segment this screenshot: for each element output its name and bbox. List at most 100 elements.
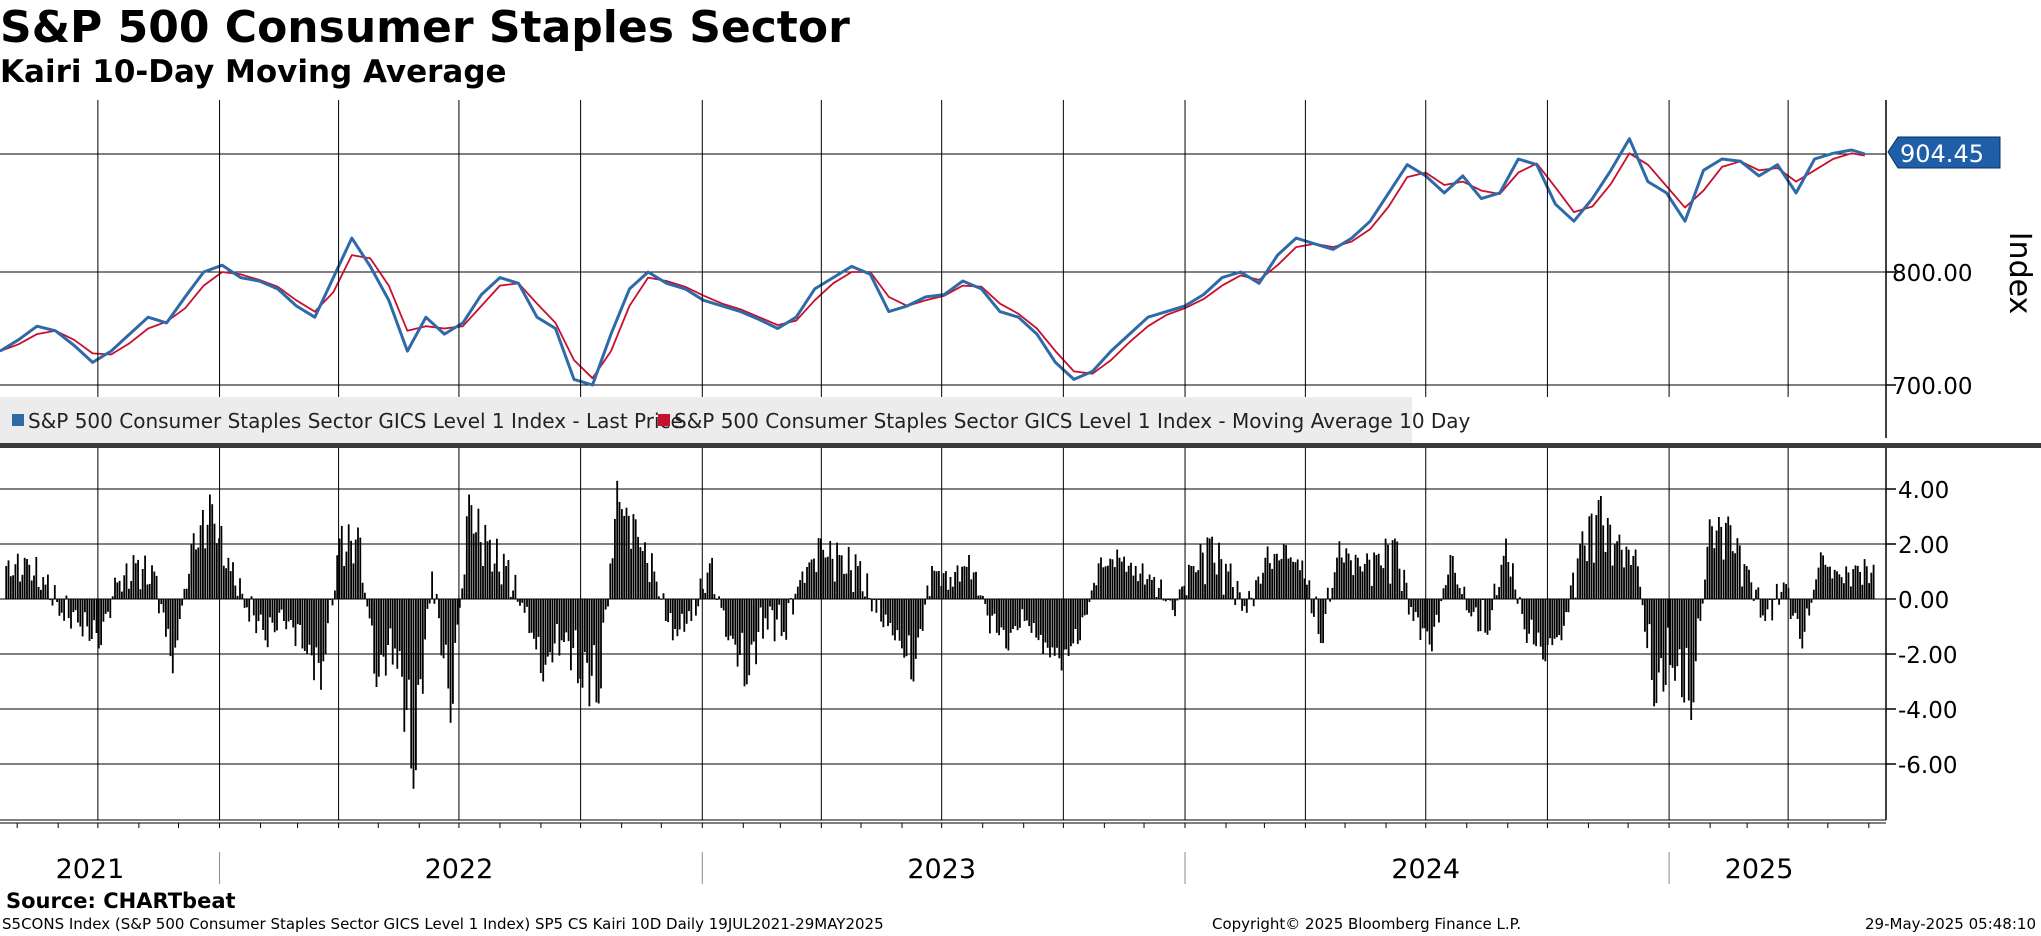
moving-average-line — [0, 152, 1865, 380]
kairi-bar — [1056, 599, 1058, 648]
kairi-bar — [7, 560, 10, 599]
kairi-bar — [287, 599, 290, 622]
kairi-bar — [1132, 575, 1135, 599]
kairi-bar — [111, 596, 114, 599]
kairi-bar — [160, 599, 163, 605]
kairi-bar — [1213, 562, 1216, 599]
kairi-bar — [280, 599, 283, 610]
kairi-bar — [1361, 571, 1364, 599]
kairi-bar — [1153, 577, 1156, 599]
kairi-bar — [975, 571, 977, 599]
kairi-bar — [704, 593, 707, 599]
kairi-bar — [1125, 571, 1128, 599]
year-tick-label: 2022 — [425, 854, 494, 885]
kairi-bar — [123, 575, 126, 599]
kairi-bar — [611, 558, 614, 599]
kairi-bar — [873, 599, 875, 600]
kairi-bar — [1373, 552, 1375, 599]
kairi-bar — [1451, 556, 1454, 599]
kairi-bar — [1296, 559, 1299, 599]
kairi-bar — [901, 599, 903, 649]
price-panel: 700.00 800.00 Index 904.45 — [0, 100, 2037, 438]
kairi-bar — [1865, 566, 1868, 599]
kairi-bar — [1683, 599, 1686, 703]
kairi-bar — [442, 599, 445, 659]
kairi-bar — [190, 544, 193, 599]
kairi-bar — [711, 557, 713, 599]
kairi-bar — [681, 599, 683, 614]
kairi-bar — [1843, 583, 1845, 599]
kairi-bar — [695, 599, 697, 616]
kairi-bar — [1130, 562, 1132, 599]
kairi-bar — [16, 553, 19, 599]
kairi-bar — [741, 599, 744, 633]
legend-label-last-price: S&P 500 Consumer Staples Sector GICS Lev… — [28, 409, 683, 433]
kairi-bar — [19, 581, 21, 599]
kairi-tick-label: 4.00 — [1898, 478, 1949, 504]
kairi-bar — [158, 599, 160, 614]
kairi-bar — [1762, 599, 1764, 616]
kairi-bar — [306, 599, 308, 654]
kairi-bar — [1176, 599, 1179, 601]
kairi-bar — [891, 599, 894, 636]
kairi-bar — [1625, 546, 1628, 599]
kairi-bar — [1803, 599, 1806, 632]
kairi-bar — [1458, 588, 1461, 599]
kairi-bar — [563, 599, 565, 642]
kairi-bar — [1470, 599, 1473, 617]
kairi-bar — [192, 533, 195, 599]
kairi-bar — [993, 599, 996, 614]
kairi-bar — [1671, 599, 1674, 668]
kairi-bar — [77, 599, 79, 623]
kairi-bar — [558, 599, 561, 656]
kairi-bar — [1845, 566, 1848, 599]
kairi-bar — [838, 555, 841, 599]
kairi-bar — [181, 599, 183, 606]
kairi-bar — [292, 599, 295, 628]
kairi-bar — [725, 599, 727, 637]
kairi-bar — [1009, 599, 1012, 633]
kairi-bar — [530, 599, 533, 633]
kairi-bar — [1262, 572, 1264, 599]
kairi-bar — [713, 594, 716, 599]
kairi-bar — [215, 543, 218, 599]
kairi-bar — [1708, 519, 1711, 600]
price-axis: 700.00 800.00 — [1885, 100, 1972, 438]
kairi-bar — [808, 562, 811, 599]
kairi-bar — [1097, 563, 1100, 600]
kairi-bar — [1725, 522, 1727, 599]
kairi-bar — [1164, 599, 1167, 602]
kairi-bar — [773, 599, 776, 642]
kairi-bar — [1539, 599, 1542, 647]
kairi-tick-label: -2.00 — [1898, 643, 1958, 669]
kairi-bar — [454, 599, 457, 643]
kairi-bar — [671, 599, 674, 641]
kairi-bar — [1757, 587, 1760, 599]
kairi-bar — [1863, 559, 1866, 599]
kairi-bar — [132, 555, 135, 599]
kairi-bar — [405, 599, 408, 710]
kairi-bar — [1563, 599, 1565, 626]
kairi-bar — [1595, 515, 1598, 599]
kairi-bar — [1644, 599, 1646, 632]
kairi-bar — [1440, 599, 1443, 602]
kairi-bar — [1741, 586, 1743, 599]
kairi-bar — [1329, 599, 1331, 602]
kairi-bar — [1127, 565, 1130, 599]
kairi-bar — [315, 599, 318, 648]
kairi-bar — [1694, 599, 1697, 662]
kairi-bar — [602, 599, 605, 623]
kairi-bar — [1611, 565, 1614, 599]
kairi-bar — [1600, 496, 1602, 599]
kairi-bar — [1435, 599, 1438, 615]
kairi-bar — [762, 599, 764, 639]
kairi-bar — [1475, 599, 1477, 608]
kairi-bar — [521, 599, 524, 603]
kairi-bar — [1072, 599, 1075, 644]
kairi-bar — [595, 599, 598, 703]
kairi-bar — [1428, 599, 1431, 645]
kairi-bar — [1269, 563, 1271, 599]
kairi-bar — [1764, 599, 1767, 621]
kairi-bar — [1657, 599, 1660, 673]
legend-swatch-moving-average — [658, 414, 670, 426]
